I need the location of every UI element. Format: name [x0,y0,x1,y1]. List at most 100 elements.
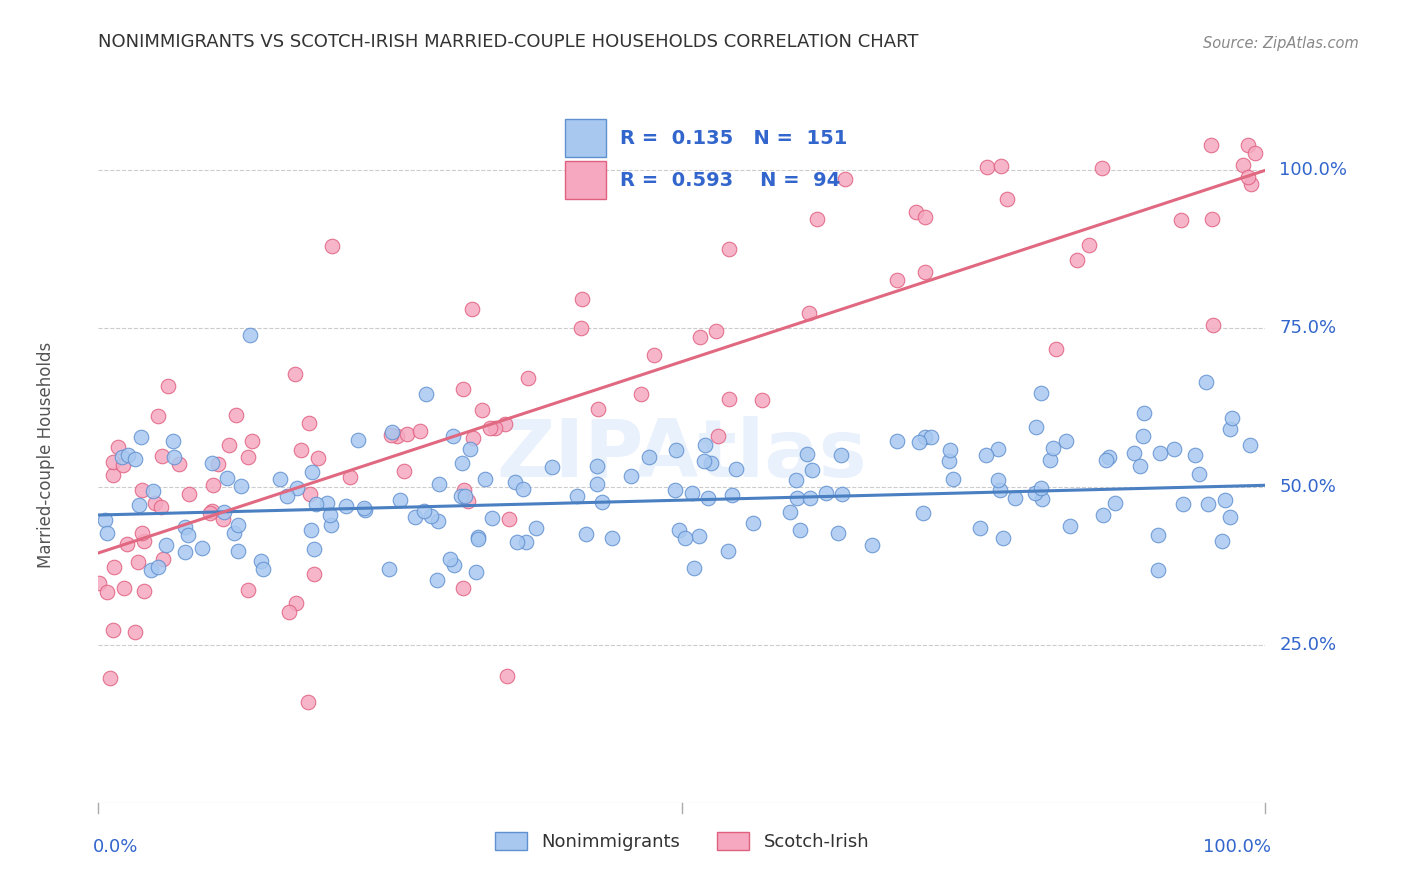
Point [914,264,936,278]
Point [801,463,824,477]
Point [222,525,245,540]
Point [988,483,1011,498]
Text: 25.0%: 25.0% [1279,636,1337,654]
Point [461,432,484,446]
Point [299,523,322,537]
Text: R =  0.593    N =  94: R = 0.593 N = 94 [620,170,841,190]
Point [995,192,1018,206]
Point [717,392,740,406]
Point [298,416,321,430]
Point [796,447,818,461]
Point [831,487,853,501]
Point [1219,422,1241,436]
Point [806,212,828,227]
Point [419,509,441,524]
Point [439,551,461,566]
Point [214,504,236,518]
Point [585,477,607,491]
Point [201,504,224,518]
Point [226,544,249,558]
Point [190,541,212,555]
Point [302,541,325,556]
Point [987,473,1010,487]
Point [693,454,716,468]
Text: ZIPAtlas: ZIPAtlas [496,416,868,494]
Point [574,527,596,541]
Text: Source: ZipAtlas.com: Source: ZipAtlas.com [1204,37,1358,52]
Point [464,565,486,579]
Point [412,504,434,518]
Point [969,521,991,535]
Point [697,491,720,506]
Point [226,518,249,533]
Point [146,409,169,423]
Point [277,605,299,619]
Point [354,503,377,517]
Point [643,348,665,362]
Point [454,489,477,503]
Point [101,624,124,638]
Point [1219,510,1241,524]
Text: R =  0.135   N =  151: R = 0.135 N = 151 [620,128,848,148]
Point [1222,411,1244,425]
Point [404,509,426,524]
Point [299,486,322,500]
Text: 0.0%: 0.0% [93,838,138,855]
Point [169,457,191,471]
Point [704,324,727,338]
Point [700,457,723,471]
Point [96,585,118,599]
Point [335,499,357,513]
Point [1244,145,1267,160]
Point [131,483,153,497]
Point [785,473,807,487]
Point [392,464,415,478]
Point [212,512,235,526]
Point [321,239,343,253]
Point [827,525,849,540]
Point [1133,406,1156,420]
Point [707,429,730,443]
Point [506,535,529,549]
Point [381,425,404,439]
Point [155,538,177,552]
Point [198,506,221,520]
Point [239,327,262,342]
Point [389,493,412,508]
Point [174,545,197,559]
Point [1031,481,1053,495]
Point [111,458,134,472]
Point [920,430,942,444]
Point [229,479,252,493]
Point [503,475,526,490]
Point [117,448,139,462]
Point [912,506,935,520]
Point [1024,485,1046,500]
Point [201,456,224,470]
Point [162,434,184,448]
Point [1129,458,1152,473]
Point [395,427,418,442]
Point [163,450,186,464]
Point [1147,563,1170,577]
Point [517,371,540,385]
Point [1163,442,1185,456]
Point [305,497,328,511]
Bar [565,120,606,158]
Text: NONIMMIGRANTS VS SCOTCH-IRISH MARRIED-COUPLE HOUSEHOLDS CORRELATION CHART: NONIMMIGRANTS VS SCOTCH-IRISH MARRIED-CO… [98,33,920,52]
Point [1202,318,1225,332]
Point [141,563,163,577]
Point [830,449,852,463]
Point [990,159,1012,173]
Point [451,382,474,396]
Point [592,495,614,509]
Point [725,461,748,475]
Point [797,306,820,320]
Point [157,379,180,393]
Point [236,450,259,464]
Point [131,526,153,541]
Point [252,561,274,575]
Point [1025,420,1047,434]
Point [451,582,474,596]
Text: 100.0%: 100.0% [1279,161,1347,179]
